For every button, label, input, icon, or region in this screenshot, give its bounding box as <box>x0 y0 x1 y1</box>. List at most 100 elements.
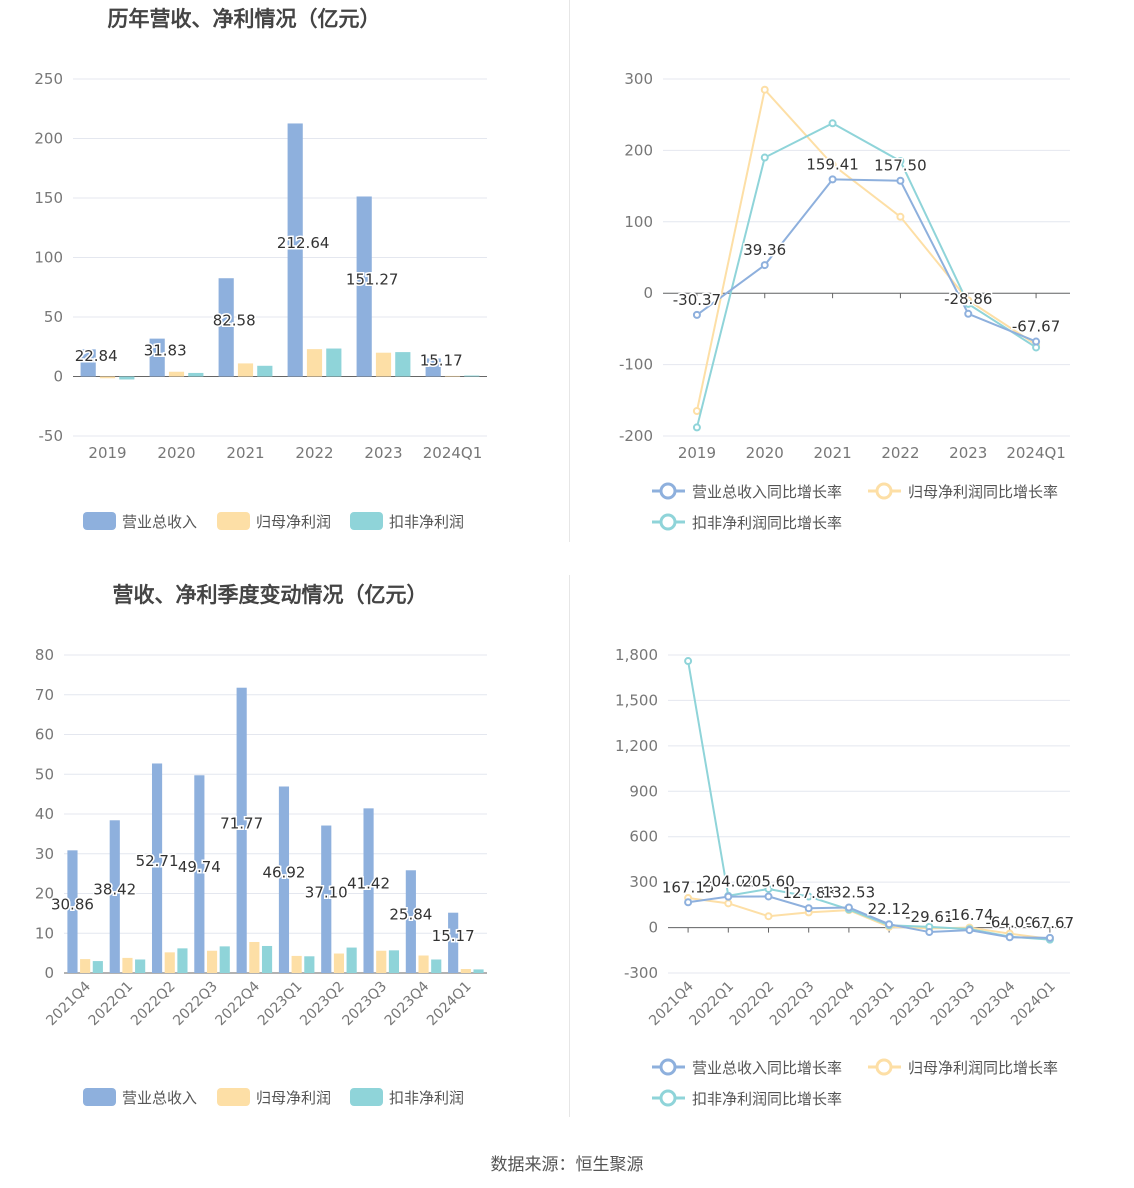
bar-deducted-profit <box>261 945 273 973</box>
x-tick-label: 2022Q4 <box>213 978 264 1029</box>
data-source-note: 数据来源：恒生聚源 <box>490 1155 644 1175</box>
y-tick-label: 200 <box>624 141 653 159</box>
y-tick-label: 50 <box>35 765 54 783</box>
bar-revenue <box>278 786 290 973</box>
line-data-label: -67.67 <box>1012 318 1060 336</box>
series-point-net-profit <box>724 899 733 908</box>
series-point-deducted-profit <box>828 119 837 128</box>
legend-label: 扣非净利润同比增长率 <box>692 1090 842 1108</box>
line-data-label: 157.50 <box>874 157 927 175</box>
x-tick-label: 2023Q2 <box>297 979 348 1030</box>
series-point-revenue <box>828 175 837 184</box>
legend-label: 归母净利润 <box>256 513 331 531</box>
legend-label: 营业总收入 <box>122 513 197 531</box>
legend-marker-net-profit <box>875 1058 893 1076</box>
y-tick-label: 30 <box>35 845 54 863</box>
bar-data-label: 82.58 <box>213 311 256 329</box>
y-tick-label: 0 <box>648 919 658 937</box>
bar-revenue <box>405 870 416 973</box>
series-point-revenue <box>1005 933 1014 942</box>
bar-data-label: 212.64 <box>277 234 330 252</box>
series-point-revenue <box>724 892 733 901</box>
series-point-net-profit <box>764 912 773 921</box>
chart-title: 营收、净利季度变动情况（亿元） <box>113 583 428 607</box>
series-point-net-profit <box>760 85 769 94</box>
series-point-deducted-profit <box>684 657 693 666</box>
x-tick-label: 2021 <box>813 444 851 462</box>
bar-data-label: 31.83 <box>144 342 187 360</box>
series-point-revenue <box>885 920 894 929</box>
legend-label: 营业总收入同比增长率 <box>692 483 842 501</box>
bar-deducted-profit <box>326 348 342 377</box>
legend-swatch-net-profit <box>217 1088 250 1106</box>
bar-data-label: 38.42 <box>93 881 136 899</box>
bar-data-label: 71.77 <box>220 814 263 832</box>
x-tick-label: 2021Q4 <box>43 978 94 1029</box>
bar-deducted-profit <box>346 947 357 973</box>
y-tick-label: 40 <box>35 805 54 823</box>
x-tick-label: 2024Q1 <box>1008 979 1059 1030</box>
series-point-deducted-profit <box>692 423 701 432</box>
y-tick-label: 70 <box>35 686 54 704</box>
x-tick-label: 2023Q1 <box>255 979 306 1030</box>
y-tick-label: -100 <box>619 356 653 374</box>
bar-revenue <box>109 820 120 973</box>
series-point-revenue <box>760 261 769 270</box>
annual-revenue-profit-chart: 历年营收、净利情况（亿元） -50 0 50 100 150 200 250 2019 2020 2… <box>0 0 567 560</box>
y-tick-label: 100 <box>34 249 63 267</box>
y-tick-label: 150 <box>34 189 63 207</box>
y-tick-label: 100 <box>624 213 653 231</box>
bar-revenue <box>321 825 332 973</box>
line-data-label: 205.60 <box>742 872 795 890</box>
bar-data-label: 151.27 <box>346 270 399 288</box>
bar-net-profit <box>206 950 218 973</box>
series-point-net-profit <box>828 160 837 169</box>
line-data-label: 132.53 <box>823 884 876 902</box>
bar-deducted-profit <box>119 376 135 380</box>
series-point-revenue <box>965 926 974 935</box>
series-point-deducted-profit <box>764 884 773 893</box>
series-point-revenue <box>1045 933 1054 942</box>
bar-data-label: 25.84 <box>389 906 432 924</box>
legend-marker-revenue <box>659 482 677 500</box>
line-data-label: -28.86 <box>944 290 992 308</box>
series-point-revenue <box>764 892 773 901</box>
y-tick-label: 1,500 <box>615 691 658 709</box>
series-line-revenue <box>696 178 1037 343</box>
bar-data-label: 30.86 <box>51 896 94 914</box>
bar-net-profit <box>237 363 254 377</box>
y-tick-label: 1,200 <box>615 737 658 755</box>
vertical-divider-top <box>569 0 570 542</box>
series-point-net-profit <box>692 407 701 416</box>
y-tick-label: 1,800 <box>615 646 658 664</box>
y-tick-label: -50 <box>39 427 64 445</box>
y-tick-label: 0 <box>44 964 54 982</box>
y-tick-label: 80 <box>35 646 54 664</box>
y-tick-label: 60 <box>35 726 54 744</box>
line-data-label: -16.74 <box>945 906 993 924</box>
series-point-revenue <box>1032 337 1041 346</box>
x-tick-label: 2023Q4 <box>382 978 433 1029</box>
bar-deducted-profit <box>219 946 230 973</box>
series-line-net-profit <box>695 87 1037 412</box>
x-tick-label: 2022Q1 <box>86 979 137 1030</box>
bar-revenue <box>80 349 96 377</box>
x-tick-label: 2023 <box>364 444 402 462</box>
y-tick-label: 50 <box>44 308 63 326</box>
legend-label: 扣非净利润 <box>389 513 464 531</box>
series-point-revenue <box>804 904 813 913</box>
bar-data-label: 49.74 <box>178 858 221 876</box>
legend-marker-revenue <box>659 1058 677 1076</box>
x-tick-label: 2020 <box>157 444 195 462</box>
y-tick-label: 300 <box>629 873 658 891</box>
bar-deducted-profit <box>304 956 315 973</box>
x-tick-label: 2023 <box>949 444 987 462</box>
bar-deducted-profit <box>395 352 411 377</box>
legend-marker-deducted-profit <box>659 513 677 531</box>
annual-growth-rate-svg: 历年营收、净利同比增长率情况（%）-200-100010020030020192… <box>619 70 1070 532</box>
bar-net-profit <box>99 376 116 379</box>
chart-title: 历年营收、净利情况（亿元） <box>108 7 381 31</box>
x-tick-label: 2024Q1 <box>423 444 483 462</box>
series-point-net-profit <box>896 212 905 221</box>
bar-data-label: 15.17 <box>420 351 463 369</box>
